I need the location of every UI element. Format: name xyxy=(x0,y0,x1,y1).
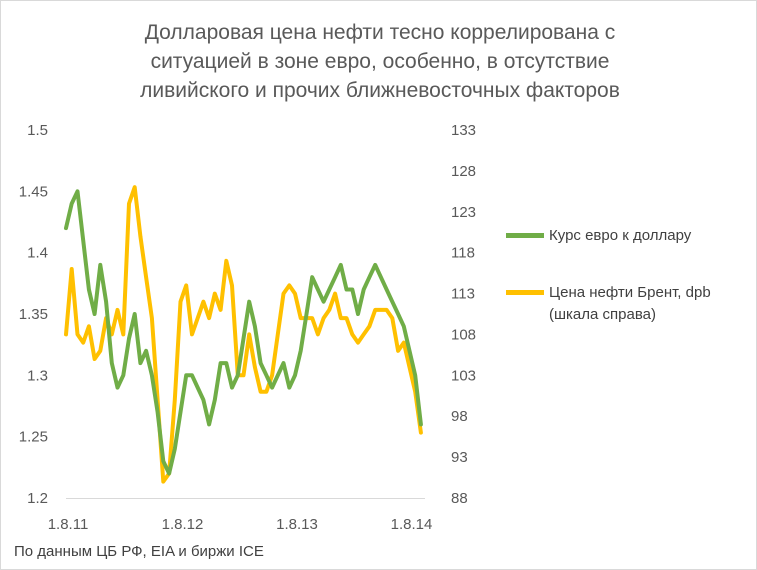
y-right-tick-label: 133 xyxy=(451,122,476,139)
y-right-tick-label: 123 xyxy=(451,204,476,221)
chart-title-line-3: ливийского и прочих ближневосточных факт… xyxy=(140,79,620,102)
y-left-tick-label: 1.4 xyxy=(27,245,48,262)
chart-title-line-1: Долларовая цена нефти тесно коррелирован… xyxy=(144,21,616,44)
y-left-tick-label: 1.35 xyxy=(19,306,48,323)
y-right-tick-label: 113 xyxy=(451,286,475,303)
x-tick-label: 1.8.11 xyxy=(48,516,89,533)
x-tick-label: 1.8.14 xyxy=(391,516,433,533)
y-left-tick-label: 1.45 xyxy=(19,183,48,200)
y-left-tick-label: 1.5 xyxy=(27,122,48,139)
y-right-tick-label: 118 xyxy=(451,245,475,262)
chart-title: Долларовая цена нефти тесно коррелирован… xyxy=(60,18,700,105)
x-tick-label: 1.8.13 xyxy=(276,516,318,533)
source-note: По данным ЦБ РФ, EIA и биржи ICE xyxy=(14,543,264,560)
legend-label-brent-line-1: Цена нефти Брент, dpb xyxy=(549,284,711,301)
y-right-tick-label: 98 xyxy=(451,408,468,425)
legend-label-euro: Курс евро к доллару xyxy=(549,227,692,244)
y-right-tick-label: 108 xyxy=(451,326,476,343)
y-left-tick-label: 1.25 xyxy=(19,429,48,446)
y-right-tick-label: 103 xyxy=(451,367,476,384)
y-right-tick-label: 128 xyxy=(451,163,476,180)
chart-title-line-2: ситуацией в зоне евро, особенно, в отсут… xyxy=(150,50,610,73)
y-left-tick-label: 1.3 xyxy=(27,367,48,384)
y-right-tick-label: 93 xyxy=(451,449,468,466)
y-left-tick-label: 1.2 xyxy=(27,490,48,507)
series-line-brent xyxy=(64,185,423,484)
legend-swatch-euro xyxy=(506,233,544,238)
legend-item-brent: Цена нефти Брент, dpb (шкала справа) xyxy=(549,282,711,326)
legend-label-brent-line-2: (шкала справа) xyxy=(549,306,656,323)
legend-item-euro: Курс евро к доллару xyxy=(549,225,691,247)
legend-swatch-brent xyxy=(506,290,544,295)
series-line-euro xyxy=(64,189,423,476)
y-right-tick-label: 88 xyxy=(451,490,468,507)
x-tick-label: 1.8.12 xyxy=(162,516,204,533)
